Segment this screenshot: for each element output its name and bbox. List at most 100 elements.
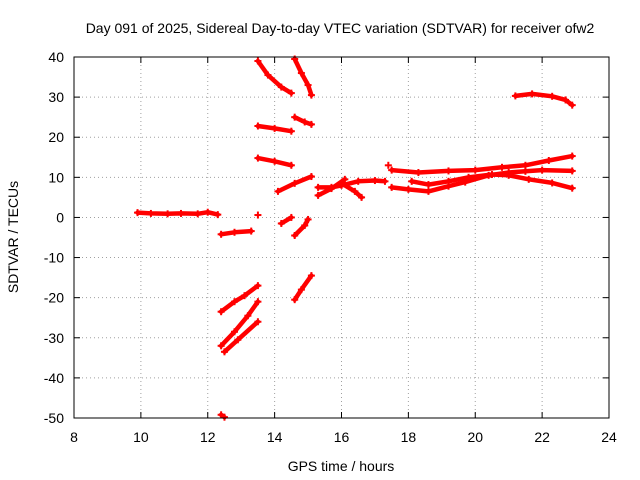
data-point bbox=[231, 328, 238, 336]
chart-title: Day 091 of 2025, Sidereal Day-to-day VTE… bbox=[86, 20, 595, 36]
x-axis-label: GPS time / hours bbox=[288, 458, 395, 474]
data-point bbox=[354, 177, 362, 185]
data-point bbox=[384, 161, 392, 169]
x-tick-label: 10 bbox=[133, 429, 149, 445]
data-point bbox=[314, 183, 322, 191]
series-track-22 bbox=[388, 166, 576, 195]
data-point bbox=[465, 173, 473, 181]
data-point bbox=[291, 296, 299, 304]
series-line bbox=[218, 299, 261, 349]
y-tick-label: -50 bbox=[44, 410, 64, 426]
data-point bbox=[548, 179, 556, 187]
data-point bbox=[254, 211, 262, 219]
data-point bbox=[327, 185, 335, 193]
series-track-13 bbox=[274, 173, 315, 195]
data-point bbox=[568, 167, 576, 175]
data-point bbox=[488, 171, 496, 179]
data-point bbox=[164, 210, 172, 218]
data-point bbox=[254, 122, 262, 130]
series-track-15 bbox=[291, 215, 312, 239]
y-tick-label: -20 bbox=[44, 290, 64, 306]
data-point bbox=[388, 183, 396, 191]
data-point bbox=[234, 336, 242, 344]
y-tick-label: 20 bbox=[48, 129, 64, 145]
series-line bbox=[292, 114, 314, 127]
data-point bbox=[287, 213, 295, 221]
data-point bbox=[271, 157, 279, 165]
series-track-21 bbox=[388, 152, 576, 177]
series-track-20 bbox=[384, 161, 392, 169]
data-point bbox=[244, 312, 252, 320]
data-point bbox=[381, 177, 389, 185]
x-tick-label: 14 bbox=[267, 429, 283, 445]
data-point bbox=[134, 209, 142, 217]
series-track-10 bbox=[254, 122, 295, 135]
data-point bbox=[297, 286, 305, 294]
data-point bbox=[521, 161, 529, 169]
x-tick-label: 20 bbox=[467, 429, 483, 445]
data-point bbox=[204, 208, 212, 216]
series-track-1 bbox=[134, 208, 222, 219]
series-track-2 bbox=[217, 227, 255, 238]
data-point bbox=[254, 154, 262, 162]
data-point bbox=[287, 127, 295, 135]
data-point bbox=[231, 228, 238, 236]
data-point bbox=[414, 169, 422, 177]
data-point bbox=[254, 298, 262, 306]
data-point bbox=[545, 156, 553, 164]
data-point bbox=[297, 69, 305, 77]
x-tick-label: 24 bbox=[601, 429, 617, 445]
data-point bbox=[291, 113, 299, 121]
data-point bbox=[371, 177, 379, 185]
data-point bbox=[404, 185, 412, 193]
data-point bbox=[307, 91, 315, 99]
data-point bbox=[424, 181, 432, 189]
data-point bbox=[217, 342, 225, 350]
series-track-8 bbox=[254, 57, 295, 97]
data-point bbox=[177, 209, 185, 217]
data-point bbox=[217, 308, 225, 316]
y-tick-label: 0 bbox=[56, 209, 64, 225]
data-point bbox=[307, 120, 315, 128]
grid bbox=[74, 57, 609, 418]
data-point bbox=[231, 298, 238, 306]
data-point bbox=[304, 81, 312, 89]
data-point bbox=[521, 167, 529, 175]
data-point bbox=[291, 231, 299, 239]
data-point bbox=[525, 175, 533, 183]
data-point bbox=[247, 227, 255, 235]
data-point bbox=[341, 175, 349, 183]
axis-ticks: 8 10 12 14 16 18 20 22 24 -50 -40 -30 -20 -10 0 10 20 30 4… bbox=[44, 49, 617, 445]
series-track-16 bbox=[291, 272, 315, 304]
series-track-5 bbox=[217, 298, 262, 350]
data-point bbox=[548, 92, 556, 100]
data-point bbox=[277, 83, 285, 91]
data-point bbox=[307, 272, 315, 280]
series-track-3 bbox=[254, 211, 262, 219]
data-point bbox=[274, 187, 282, 195]
data-point bbox=[287, 89, 295, 97]
data-point bbox=[424, 187, 432, 195]
series-track-6 bbox=[220, 318, 262, 356]
series-track-12 bbox=[291, 113, 315, 128]
data-point bbox=[194, 210, 202, 218]
series-line bbox=[218, 283, 261, 314]
data-point bbox=[307, 173, 315, 181]
data-point bbox=[291, 179, 299, 187]
data-point bbox=[471, 166, 479, 174]
data-point bbox=[287, 161, 295, 169]
y-tick-label: 30 bbox=[48, 89, 64, 105]
series-line bbox=[389, 153, 575, 175]
series-line bbox=[339, 181, 364, 200]
data-point bbox=[498, 163, 506, 171]
data-point bbox=[254, 282, 262, 290]
series-track-14 bbox=[277, 213, 295, 227]
data-point bbox=[277, 219, 285, 227]
data-point bbox=[254, 318, 262, 326]
data-point bbox=[408, 177, 416, 185]
data-point bbox=[220, 413, 228, 421]
series-track-9 bbox=[291, 55, 315, 99]
series-track-24 bbox=[511, 90, 576, 109]
data-point bbox=[301, 221, 309, 229]
